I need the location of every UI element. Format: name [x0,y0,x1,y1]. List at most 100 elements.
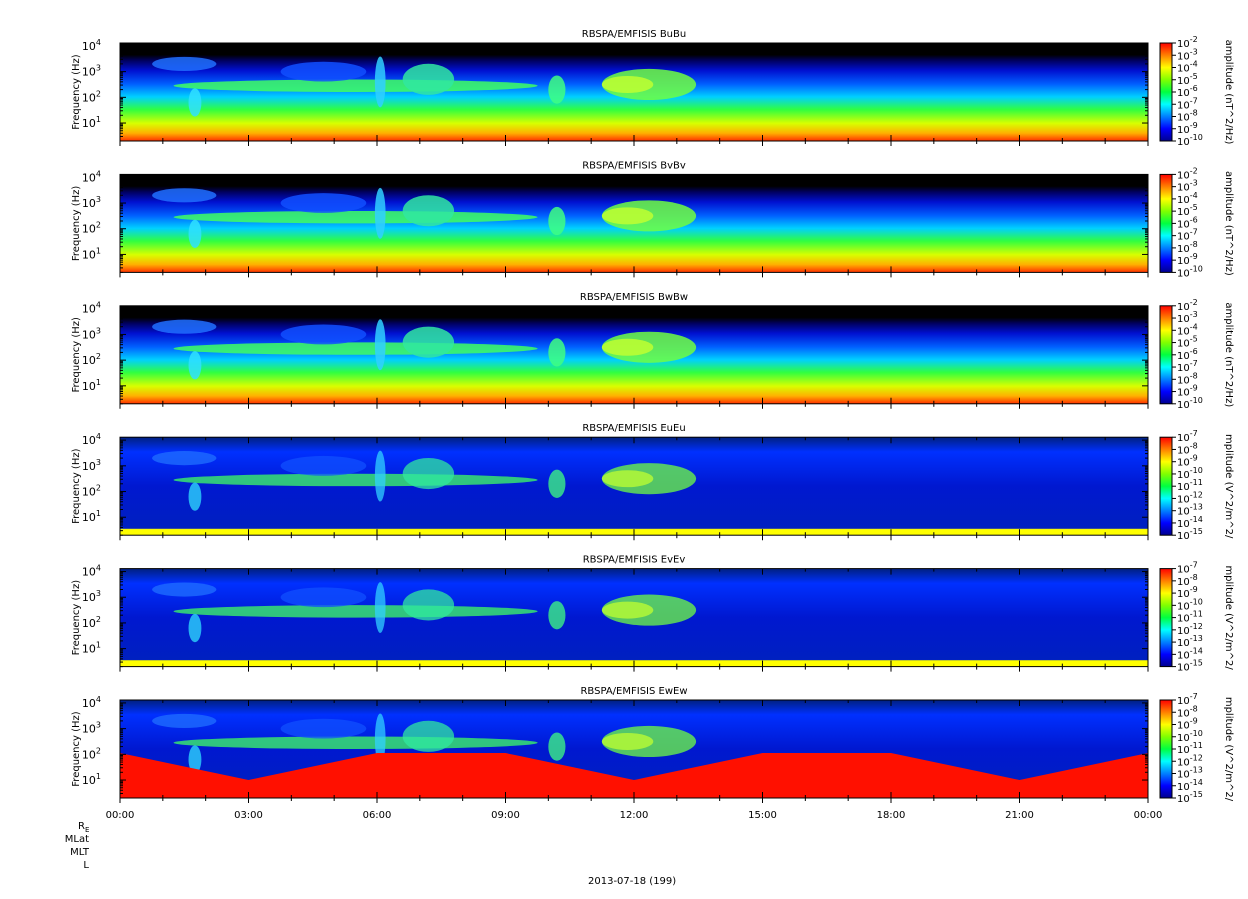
emission-1 [173,342,538,355]
colorbar-tick-exponent: -11 [1190,478,1203,487]
y-tick-exponent: 4 [96,169,101,178]
emission-8 [152,713,217,728]
y-tick-label: 102 [82,221,101,236]
colorbar-tick-exponent: -7 [1190,96,1198,105]
y-tick-label: 101 [82,115,101,130]
colorbar-tick-exponent: -8 [1190,441,1198,450]
x-tick-label: 18:00 [877,810,906,821]
emission-2 [188,88,202,117]
emission-8 [152,56,217,71]
emission-9 [280,718,367,739]
colorbar-tick-exponent: -10 [1190,466,1203,475]
ephemeris-re-text: R [78,821,85,832]
emission-5 [548,75,566,104]
emission-5 [548,469,566,498]
ephemeris-mlt-label: MLT [70,847,89,858]
colorbar-tick-exponent: -13 [1190,503,1203,512]
y-tick-exponent: 3 [96,195,101,204]
colorbar-label: mplitude (V^2/m^2/ [1223,697,1234,802]
emission-5 [548,601,566,630]
panel-title: RBSPA/EMFISIS BvBv [582,160,686,171]
colorbar-tick-exponent: -15 [1190,790,1203,799]
y-tick-exponent: 1 [96,772,101,781]
colorbar [1159,699,1173,799]
colorbar [1159,436,1173,536]
y-tick-label: 103 [82,721,101,736]
ephemeris-mlat-label: MLat [64,834,89,845]
emission-2 [188,745,202,774]
emission-2 [188,219,202,249]
colorbar-label: amplitude (nT^2/Hz) [1223,40,1234,145]
emission-8 [152,188,217,203]
emission-7 [601,601,654,619]
colorbar-label: amplitude (nT^2/Hz) [1223,302,1234,407]
colorbar-tick-exponent: -9 [1190,384,1198,393]
emission-4 [402,589,455,621]
colorbar-tick-exponent: -4 [1190,60,1198,69]
x-tick-label: 12:00 [620,810,649,821]
y-tick-exponent: 4 [96,432,101,441]
ephemeris-re-label: RE [78,821,89,834]
x-tick-label: 15:00 [748,810,777,821]
y-tick-label: 101 [82,641,101,656]
emission-5 [548,338,566,367]
y-tick-label: 102 [82,352,101,367]
y-tick-label: 103 [82,589,101,604]
colorbar-label: mplitude (V^2/m^2/ [1223,565,1234,670]
emission-2 [188,482,202,511]
y-tick-exponent: 2 [96,746,101,755]
emission-layer [120,713,1148,798]
emission-3 [374,450,386,502]
y-axis-label: Frequency (Hz) [71,711,82,787]
colorbar-tick-exponent: -9 [1190,585,1198,594]
colorbar-tick-exponent: -12 [1190,622,1203,631]
colorbar [1159,42,1173,142]
y-tick-exponent: 1 [96,115,101,124]
colorbar-tick-exponent: -9 [1190,252,1198,261]
colorbar-tick-exponent: -2 [1190,298,1198,307]
y-tick-label: 104 [82,169,101,184]
emission-3 [374,319,386,371]
colorbar-tick-exponent: -4 [1190,322,1198,331]
y-tick-label: 101 [82,509,101,524]
y-tick-exponent: 1 [96,509,101,518]
x-tick-label: 00:00 [106,810,135,821]
colorbar-tick-exponent: -9 [1190,454,1198,463]
emission-7 [601,733,654,750]
spectrogram-panel-1: RBSPA/EMFISIS BuBu 104 103 102 101Frequency … [71,29,1234,148]
y-tick-label: 103 [82,326,101,341]
emission-1 [173,736,538,749]
emission-layer [152,582,697,643]
colorbar-tick-exponent: -15 [1190,659,1203,668]
colorbar-tick-exponent: -10 [1190,729,1203,738]
emission-4 [402,457,455,490]
colorbar-tick-exponent: -7 [1190,561,1198,570]
emission-7 [601,207,654,225]
emission-8 [152,319,217,334]
panel-title: RBSPA/EMFISIS BwBw [580,292,688,303]
colorbar-tick-exponent: -10 [1190,264,1203,273]
x-tick-label: 03:00 [234,810,263,821]
emission-5 [548,732,566,761]
panel-title: RBSPA/EMFISIS EwEw [580,686,687,697]
y-axis-label: Frequency (Hz) [71,580,82,656]
emission-layer [152,450,697,511]
colorbar-tick-exponent: -6 [1190,347,1198,356]
y-tick-label: 103 [82,195,101,210]
y-tick-exponent: 4 [96,564,101,573]
emission-4 [402,326,455,358]
colorbar-tick-exponent: -3 [1190,310,1198,319]
y-tick-exponent: 3 [96,458,101,467]
emission-7 [601,76,654,93]
emission-5 [548,206,566,236]
colorbar-tick-exponent: -7 [1190,359,1198,368]
date-label: 2013-07-18 (199) [588,876,677,887]
emission-3 [374,582,386,633]
y-tick-exponent: 4 [96,301,101,310]
y-tick-exponent: 3 [96,64,101,73]
colorbar-tick-exponent: -10 [1190,133,1203,142]
colorbar-tick-exponent: -7 [1190,228,1198,237]
y-axis-label: Frequency (Hz) [71,186,82,262]
colorbar-tick-exponent: -12 [1190,753,1203,762]
colorbar-tick-exponent: -5 [1190,72,1198,81]
